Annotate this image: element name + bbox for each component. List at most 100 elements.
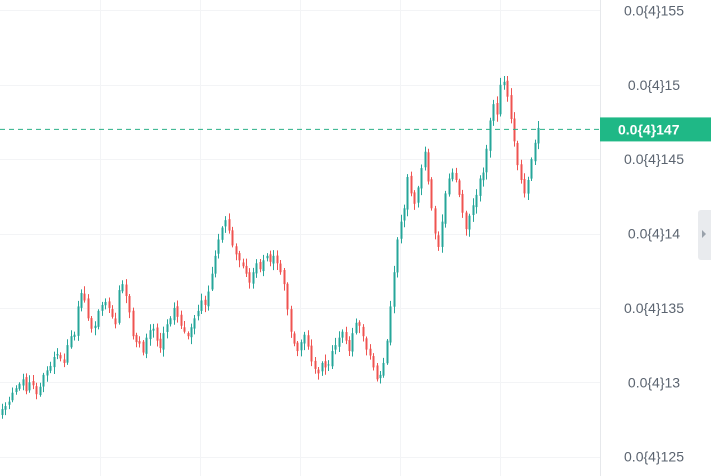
candle-body — [77, 306, 80, 336]
candle-body — [503, 81, 506, 86]
candle-body — [410, 175, 413, 194]
axis-scroll-handle[interactable] — [698, 210, 711, 260]
candle-body — [448, 178, 451, 195]
candle-up — [420, 164, 423, 196]
candle-body — [358, 322, 361, 326]
candle-body — [53, 357, 56, 368]
candle-up — [11, 387, 14, 403]
candle-down — [87, 294, 90, 321]
candle-body — [224, 220, 227, 227]
candle-up — [482, 167, 485, 187]
candle-body — [393, 272, 396, 307]
candle-body — [114, 318, 117, 325]
candle-body — [276, 255, 279, 264]
candle-up — [406, 174, 409, 217]
candle-up — [403, 204, 406, 228]
candle-up — [193, 314, 196, 335]
candle-up — [389, 300, 392, 346]
candle-down — [90, 315, 93, 333]
candle-body — [183, 327, 186, 332]
candle-body — [430, 179, 433, 209]
candle-up — [444, 190, 447, 228]
candle-down — [138, 336, 141, 348]
candle-up — [104, 298, 107, 310]
candle-body — [152, 328, 155, 331]
candle-down — [410, 171, 413, 197]
candle-body — [386, 340, 389, 364]
candle-body — [101, 304, 104, 311]
candle-body — [400, 221, 403, 239]
candle-body — [437, 235, 440, 247]
candle-up — [22, 373, 25, 391]
candle-up — [28, 375, 31, 393]
candle-body — [118, 290, 121, 323]
candle-down — [286, 282, 289, 316]
candle-body — [413, 192, 416, 204]
candle-down — [245, 258, 248, 277]
candle-body — [489, 120, 492, 151]
candle-body — [338, 337, 341, 347]
candle-body — [255, 263, 258, 274]
candle-down — [348, 336, 351, 357]
candle-body — [406, 177, 409, 210]
current-price-tag[interactable]: 0.0{4}147 — [600, 117, 711, 142]
candle-body — [331, 351, 334, 367]
candle-body — [266, 255, 269, 259]
candle-body — [351, 333, 354, 352]
candle-body — [39, 386, 42, 396]
candle-body — [527, 179, 530, 194]
candle-body — [427, 152, 430, 182]
candle-body — [169, 318, 172, 325]
y-axis-tick-label: 0.0{4}125 — [624, 449, 684, 465]
candle-body — [125, 284, 128, 297]
candle-down — [187, 331, 190, 340]
candle-body — [145, 337, 148, 354]
candle-body — [272, 255, 275, 264]
candle-up — [468, 213, 471, 237]
candle-down — [434, 205, 437, 240]
candle-up — [499, 77, 502, 117]
candle-body — [465, 212, 468, 230]
candle-body — [8, 401, 11, 405]
candle-body — [307, 335, 310, 347]
chart-grid — [0, 0, 600, 476]
candle-up — [1, 403, 4, 419]
candle-up — [424, 146, 427, 171]
candle-up — [382, 357, 385, 378]
candle-body — [458, 180, 461, 195]
candle-down — [276, 250, 279, 270]
candle-up — [396, 237, 399, 278]
candle-up — [530, 157, 533, 182]
candle-body — [245, 265, 248, 274]
candle-up — [4, 402, 7, 416]
candle-body — [510, 95, 513, 119]
candle-body — [180, 314, 183, 326]
candle-up — [197, 304, 200, 321]
candle-body — [341, 331, 344, 338]
candle-body — [59, 355, 62, 359]
candle-up — [379, 370, 382, 384]
candle-body — [90, 318, 93, 329]
candle-up — [121, 280, 124, 294]
candle-down — [242, 258, 245, 269]
candle-body — [248, 272, 251, 283]
candle-body — [15, 388, 18, 393]
candle-body — [128, 296, 131, 313]
candle-up — [190, 323, 193, 345]
candle-down — [128, 293, 131, 319]
candle-body — [262, 260, 265, 272]
candle-body — [379, 374, 382, 379]
candle-up — [489, 117, 492, 158]
candle-down — [259, 258, 262, 273]
candle-down — [496, 96, 499, 122]
candle-up — [53, 351, 56, 375]
candle-up — [321, 361, 324, 376]
candle-down — [427, 148, 430, 185]
candle-down — [269, 250, 272, 267]
candle-down — [156, 323, 159, 347]
candle-body — [403, 208, 406, 221]
candle-up — [303, 331, 306, 351]
candle-body — [156, 327, 159, 341]
candle-up — [503, 75, 506, 90]
candle-down — [358, 320, 361, 334]
